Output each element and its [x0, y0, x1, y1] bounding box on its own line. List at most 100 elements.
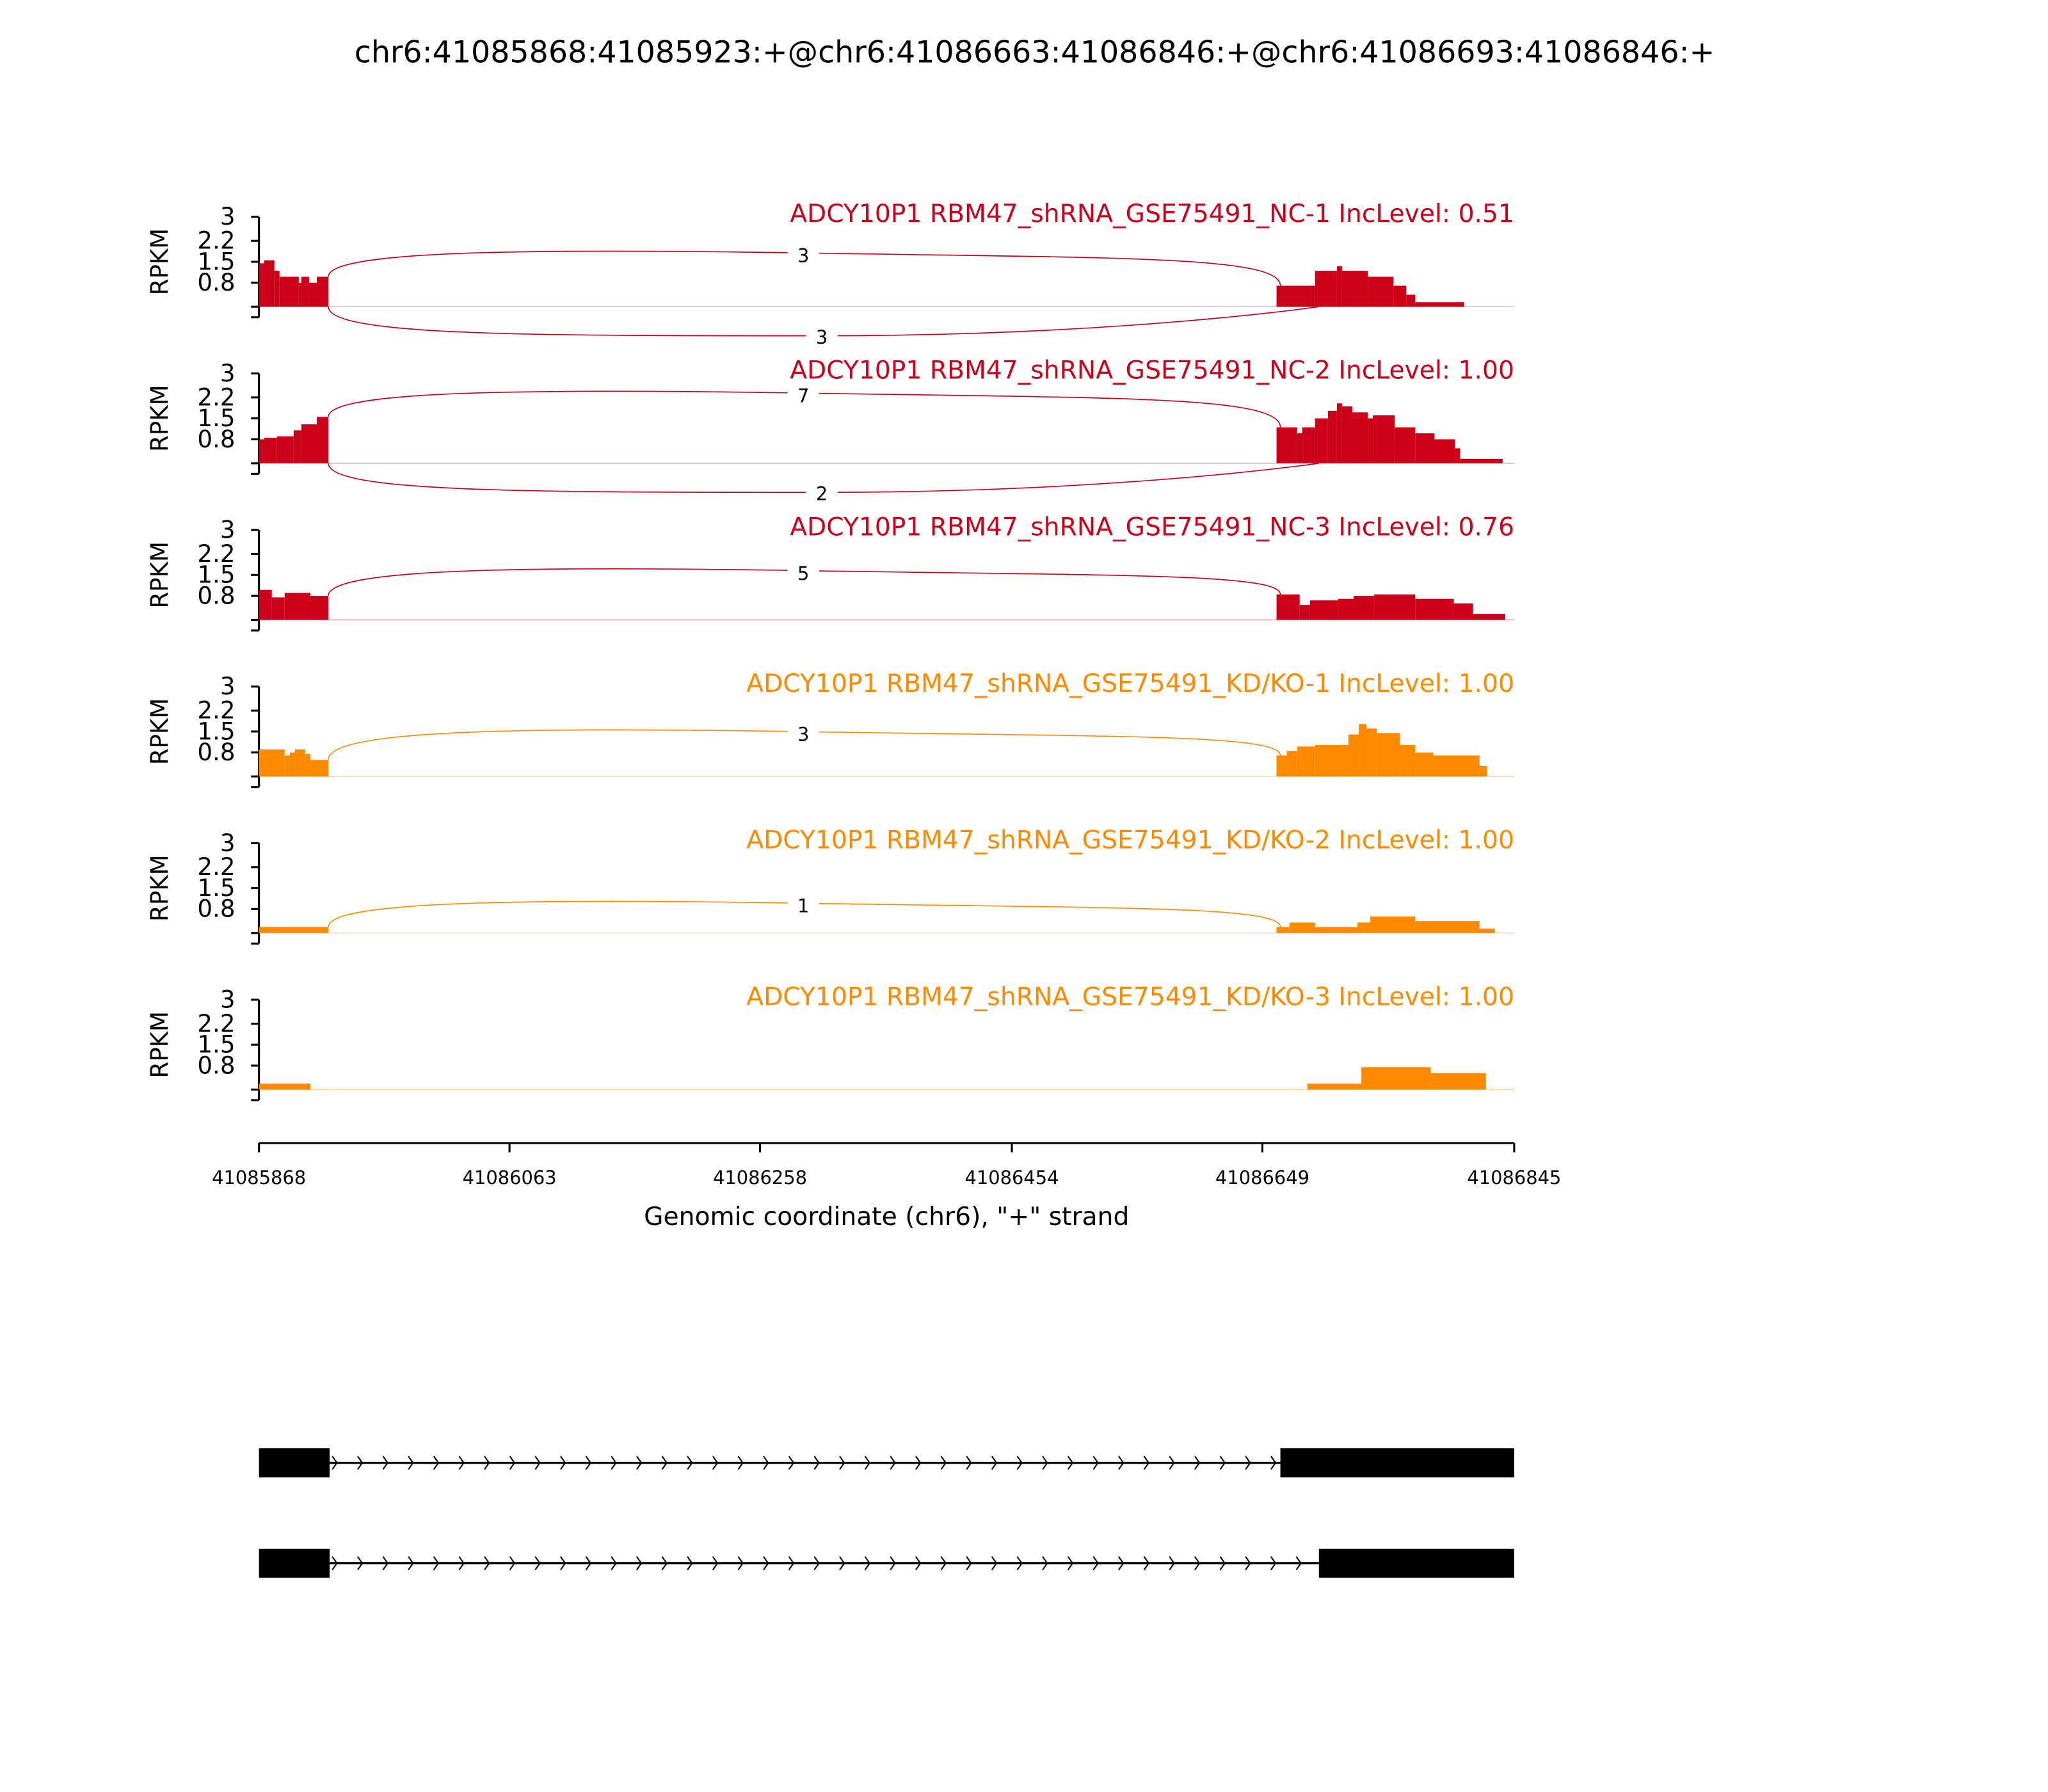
panel-3: ADCY10P1 RBM47_shRNA_GSE75491_NC-3 IncLe… [146, 513, 1514, 632]
strand-arrow-icon [839, 1455, 845, 1470]
strand-arrow-icon [1219, 1556, 1226, 1571]
strand-arrow-icon [839, 1556, 845, 1571]
coverage-bar [1473, 614, 1505, 620]
coverage-bar [305, 754, 310, 777]
strand-arrow-icon [408, 1455, 414, 1470]
strand-arrow-icon [763, 1556, 769, 1571]
y-tick-label: 0.8 [197, 582, 235, 609]
x-tick-label: 41086845 [1467, 1167, 1561, 1188]
coverage-bar [1315, 927, 1358, 933]
coverage-bar [271, 597, 285, 620]
panel-5: ADCY10P1 RBM47_shRNA_GSE75491_KD/KO-2 In… [146, 826, 1514, 945]
y-axis-label: RPKM [146, 854, 173, 922]
coverage-bar [1327, 410, 1337, 463]
strand-arrow-icon [788, 1556, 795, 1571]
panel-title: ADCY10P1 RBM47_shRNA_GSE75491_NC-2 IncLe… [790, 356, 1514, 385]
strand-arrow-icon [1067, 1556, 1074, 1571]
chart-title: chr6:41085868:41085923:+@chr6:41086663:4… [355, 35, 1715, 70]
strand-arrow-icon [1194, 1455, 1201, 1470]
strand-arrow-icon [1194, 1556, 1201, 1571]
y-tick-label: 1.5 [197, 874, 235, 902]
coverage-bar [1341, 406, 1352, 463]
coverage-bar [1357, 922, 1371, 933]
exon-block [1318, 1548, 1514, 1578]
coverage-bar [1406, 294, 1416, 307]
y-tick-label: 2.2 [197, 540, 235, 568]
strand-arrow-icon [966, 1556, 972, 1571]
y-tick-label: 1.5 [197, 1031, 235, 1059]
strand-arrow-icon [484, 1556, 490, 1571]
y-tick-label: 0.8 [197, 269, 235, 296]
coverage-bar [1434, 439, 1455, 463]
strand-arrow-icon [737, 1455, 744, 1470]
y-tick-label: 3 [220, 673, 236, 700]
y-axis-label: RPKM [146, 1011, 173, 1078]
junction-label-bg [806, 325, 838, 349]
coverage-bar [1348, 734, 1359, 777]
strand-arrow-icon [484, 1455, 490, 1470]
strand-arrow-icon [763, 1455, 769, 1470]
coverage-bar [1338, 598, 1354, 620]
coverage-bar [1276, 285, 1315, 307]
coverage-bar [1393, 285, 1407, 307]
y-tick-label: 0.8 [197, 1052, 235, 1079]
coverage-bar [1276, 927, 1290, 933]
strand-arrow-icon [1067, 1455, 1074, 1470]
strand-arrow-icon [560, 1556, 566, 1571]
junction-count: 3 [816, 326, 828, 348]
coverage-bar [1361, 1067, 1431, 1090]
strand-arrow-icon [332, 1556, 338, 1571]
x-tick-label: 41086649 [1215, 1167, 1309, 1188]
coverage-bar [1366, 728, 1377, 777]
coverage-bar [1455, 448, 1460, 463]
x-tick-label: 41086454 [964, 1167, 1059, 1188]
strand-arrow-icon [991, 1455, 998, 1470]
strand-arrow-icon [940, 1455, 947, 1470]
strand-arrow-icon [585, 1455, 592, 1470]
coverage-bar [274, 271, 280, 307]
coverage-bar [310, 760, 329, 777]
strand-arrow-icon [1143, 1556, 1150, 1571]
panel-2: ADCY10P1 RBM47_shRNA_GSE75491_NC-2 IncLe… [146, 356, 1514, 506]
y-tick-label: 0.8 [197, 739, 235, 766]
strand-arrow-icon [356, 1556, 364, 1571]
coverage-bar [1415, 598, 1454, 620]
strand-arrow-icon [1092, 1455, 1099, 1470]
coverage-bar [1354, 596, 1375, 620]
y-tick-label: 2.2 [197, 697, 235, 724]
strand-arrow-icon [1143, 1455, 1150, 1470]
coverage-bar [1276, 427, 1297, 463]
coverage-bar [259, 589, 272, 620]
strand-arrow-icon [712, 1556, 719, 1571]
coverage-bar [1299, 605, 1310, 620]
coverage-bar [1286, 751, 1297, 777]
coverage-bar [293, 430, 301, 463]
strand-arrow-icon [560, 1455, 566, 1470]
strand-arrow-icon [1042, 1455, 1048, 1470]
y-tick-label: 2.2 [197, 383, 235, 411]
coverage-bar [1479, 928, 1495, 933]
exon-block [259, 1548, 330, 1578]
coverage-bar [1415, 752, 1434, 777]
x-tick-label: 41086258 [713, 1167, 807, 1188]
strand-arrow-icon [966, 1455, 972, 1470]
junction-count: 3 [797, 245, 809, 267]
coverage-bar [1276, 594, 1300, 620]
strand-arrow-icon [813, 1556, 820, 1571]
y-tick-label: 2.2 [197, 1010, 235, 1037]
coverage-bar [1341, 271, 1368, 307]
strand-arrow-icon [1016, 1455, 1023, 1470]
junction-count: 5 [797, 563, 809, 584]
coverage-bar [301, 276, 309, 307]
coverage-bar [1368, 418, 1373, 463]
junction-label-bg [787, 243, 819, 268]
exon-block [259, 1448, 330, 1478]
strand-arrow-icon [864, 1556, 871, 1571]
strand-arrow-icon [1118, 1556, 1124, 1571]
strand-arrow-icon [611, 1556, 617, 1571]
y-tick-label: 3 [220, 986, 236, 1013]
strand-arrow-icon [1219, 1455, 1226, 1470]
coverage-bar [289, 752, 295, 777]
coverage-bar [1315, 745, 1348, 777]
coverage-bar [310, 596, 329, 620]
